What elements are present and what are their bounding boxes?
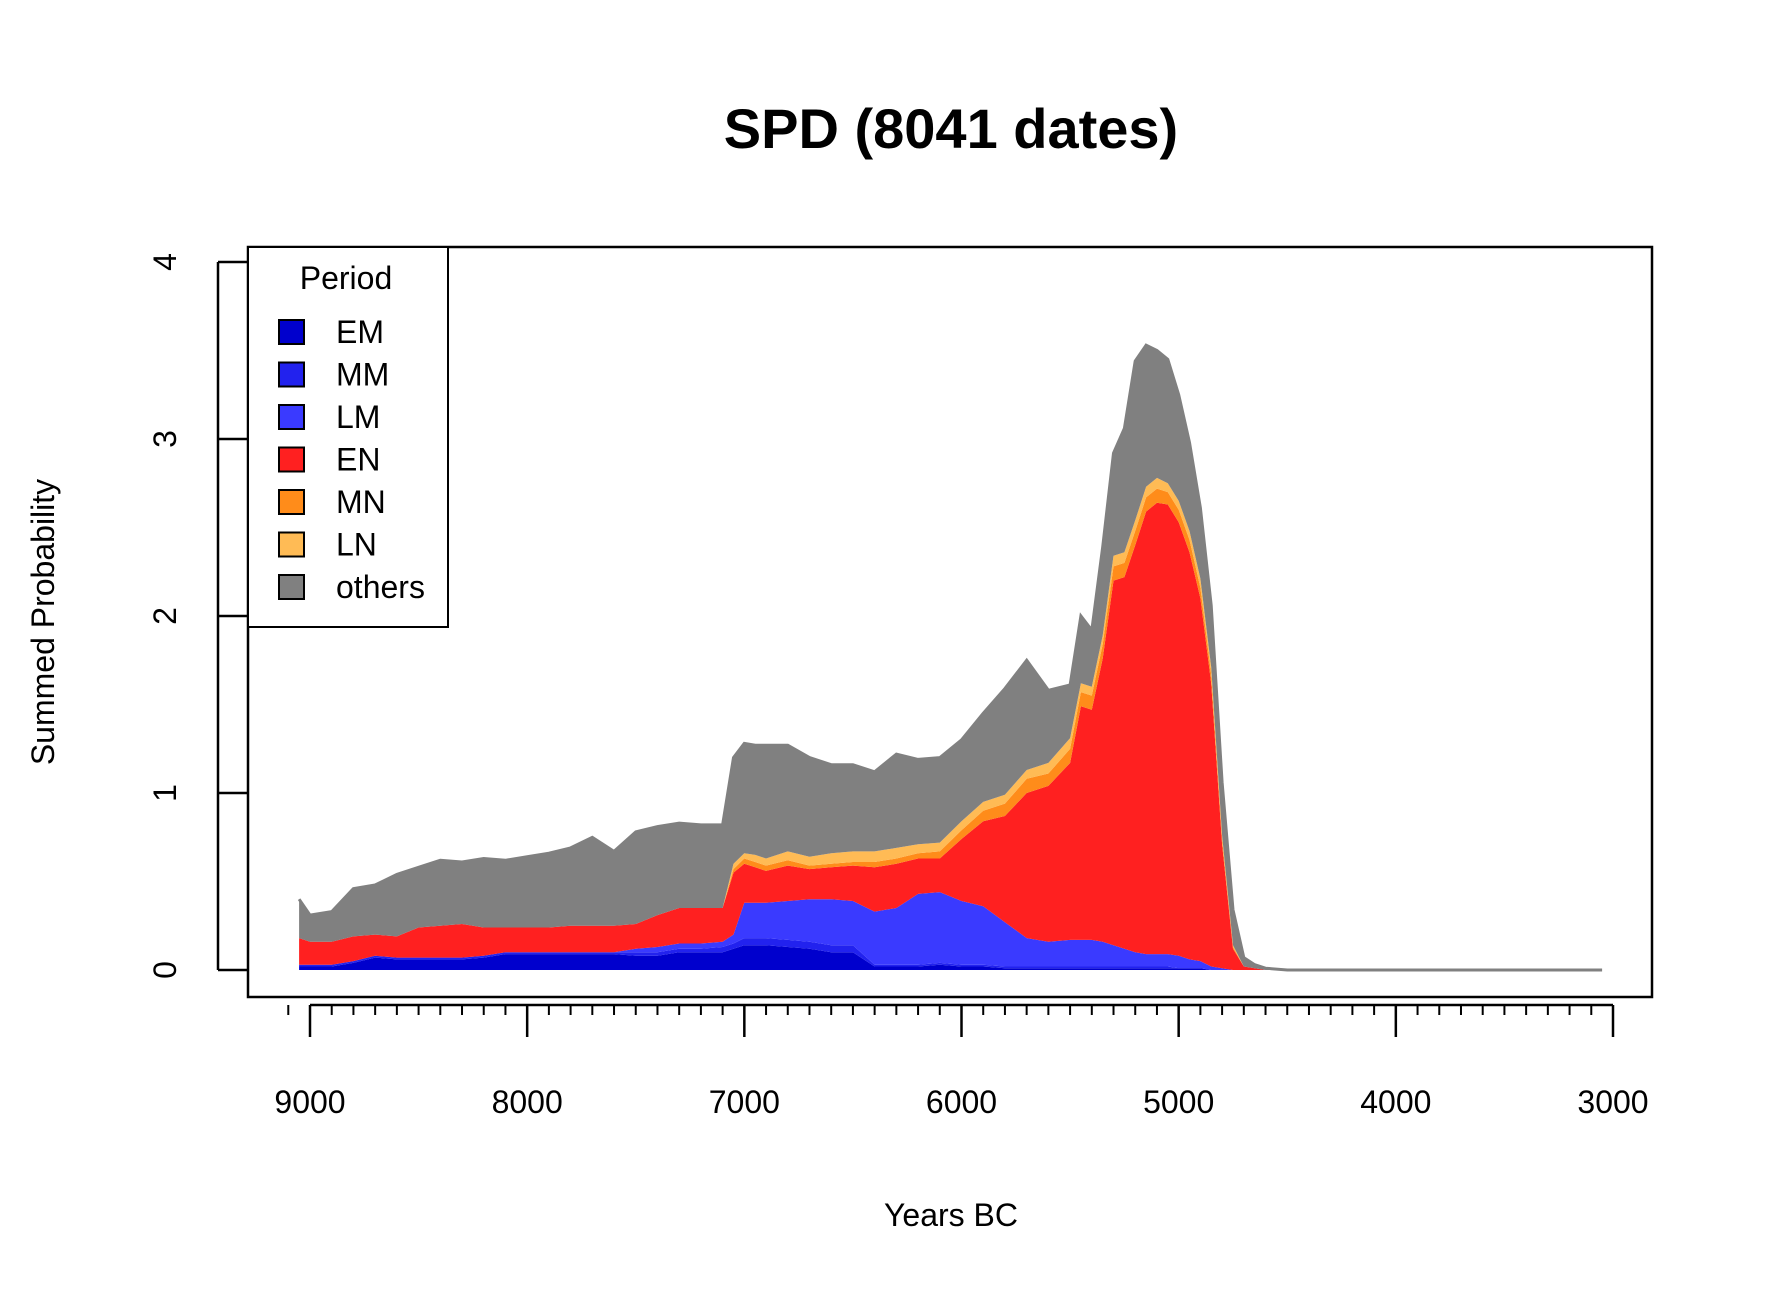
x-tick-label: 7000 bbox=[709, 1084, 780, 1120]
plot-area bbox=[297, 343, 1603, 972]
legend-swatch-mn bbox=[278, 489, 305, 515]
area-lm bbox=[299, 892, 1603, 970]
x-tick-label: 4000 bbox=[1360, 1084, 1431, 1120]
x-tick-label: 8000 bbox=[492, 1084, 563, 1120]
legend-swatch-em bbox=[278, 319, 305, 345]
legend-swatch-others bbox=[278, 574, 305, 600]
legend-label-en: EN bbox=[336, 442, 380, 478]
legend-swatch-ln bbox=[278, 531, 305, 558]
legend-box bbox=[247, 246, 449, 628]
y-axis-label: Summed Probability bbox=[25, 479, 61, 765]
legend-swatch-en bbox=[278, 446, 305, 473]
x-tick-label: 5000 bbox=[1143, 1084, 1214, 1120]
y-tick-label: 0 bbox=[147, 961, 183, 979]
y-tick-label: 1 bbox=[147, 784, 183, 802]
chart-title: SPD (8041 dates) bbox=[724, 97, 1178, 160]
y-axis: 0 1 2 3 4 bbox=[147, 253, 248, 979]
total-outline bbox=[297, 343, 1603, 972]
y-tick-label: 2 bbox=[147, 607, 183, 625]
x-tick-label: 3000 bbox=[1577, 1084, 1648, 1120]
area-em bbox=[299, 945, 1603, 970]
area-others bbox=[299, 345, 1603, 970]
y-tick-label: 3 bbox=[147, 430, 183, 448]
x-tick-label: 9000 bbox=[274, 1084, 345, 1120]
x-tick-label: 6000 bbox=[926, 1084, 997, 1120]
legend-label-ln: LN bbox=[336, 527, 377, 563]
legend: Period EM MM LM EN MN LN others bbox=[247, 246, 449, 628]
legend-title: Period bbox=[300, 260, 393, 296]
legend-label-others: others bbox=[336, 569, 425, 605]
area-en bbox=[299, 502, 1603, 970]
legend-label-mn: MN bbox=[336, 484, 386, 520]
legend-label-lm: LM bbox=[336, 399, 380, 435]
area-mm bbox=[299, 938, 1603, 970]
legend-swatch-mm bbox=[278, 361, 305, 388]
legend-label-mm: MM bbox=[336, 357, 389, 393]
y-tick-label: 4 bbox=[147, 253, 183, 271]
legend-swatch-lm bbox=[278, 404, 305, 430]
x-axis-label: Years BC bbox=[884, 1197, 1018, 1233]
x-axis: 9000 8000 7000 6000 5000 4000 3000 bbox=[274, 1003, 1649, 1120]
legend-label-em: EM bbox=[336, 314, 384, 350]
